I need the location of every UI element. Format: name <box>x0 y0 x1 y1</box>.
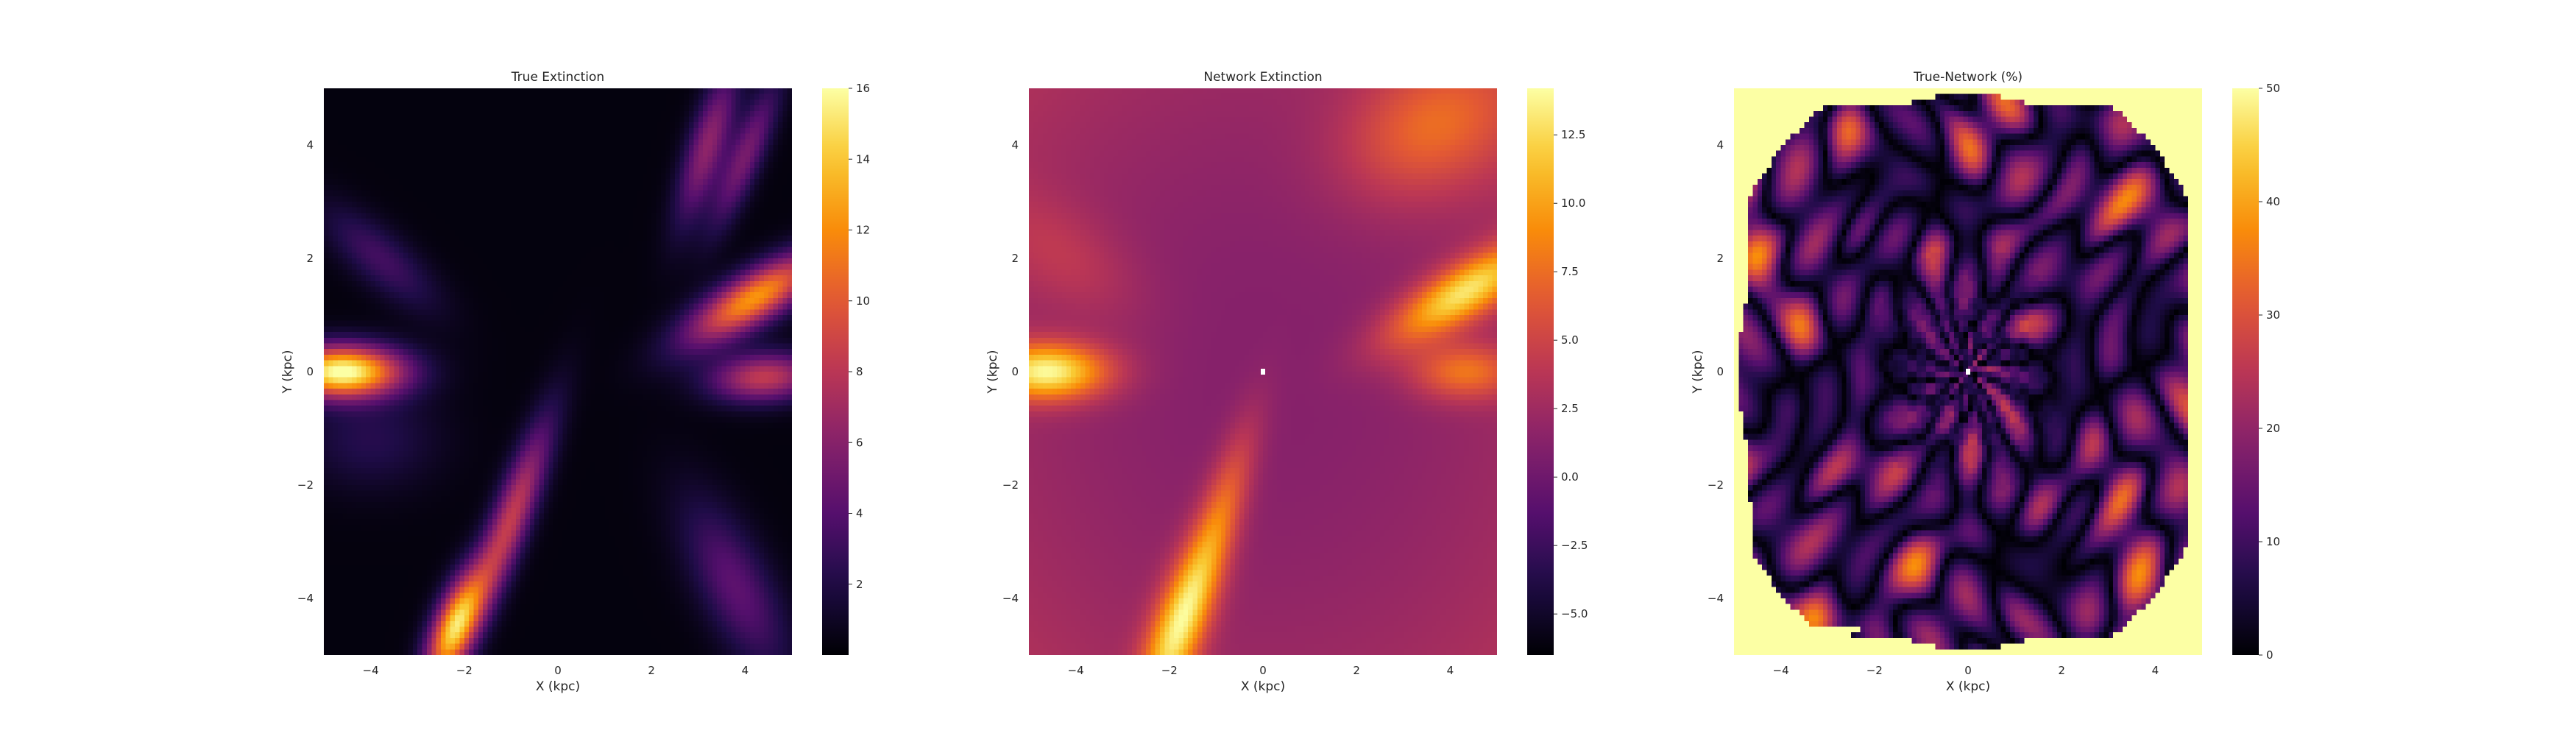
x-axis-label: X (kpc) <box>1241 679 1285 694</box>
y-tick-label: 2 <box>306 252 314 265</box>
heatmap-image <box>324 88 792 655</box>
colorbar-tick-label: 16 <box>856 82 870 95</box>
x-axis-label: X (kpc) <box>1946 679 1990 694</box>
colorbar-tick-label: 10 <box>2266 535 2280 548</box>
panel-title: Network Extinction <box>1203 70 1322 85</box>
y-tick-label: 4 <box>1011 138 1019 152</box>
heatmap-panel-1: True Extinction −4 −2 0 2 4 −4 −2 0 2 4 X (kpc) Y (k… <box>280 70 870 694</box>
y-axis-label: Y (kpc) <box>280 350 295 394</box>
y-tick-label: 4 <box>306 138 314 152</box>
colorbar-tick-label: 0 <box>2266 648 2274 662</box>
colorbar-tick-label: 2.5 <box>1561 402 1579 415</box>
x-tick-label: 4 <box>1447 664 1454 677</box>
y-tick-label: 0 <box>1716 365 1724 378</box>
y-tick-label: −4 <box>1708 592 1724 605</box>
x-tick-label: −2 <box>1161 664 1178 677</box>
colorbar-tick-label: 40 <box>2266 195 2280 208</box>
colorbar-tick-label: 8 <box>856 365 863 378</box>
y-tick-label: 2 <box>1011 252 1019 265</box>
x-tick-label: −4 <box>363 664 379 677</box>
x-tick-label: −2 <box>456 664 473 677</box>
colorbar-tick-label: 20 <box>2266 422 2280 435</box>
panel-title: True Extinction <box>511 70 604 85</box>
x-tick-label: 0 <box>554 664 562 677</box>
y-tick-label: −2 <box>297 478 314 492</box>
colorbar-tick-label: 10.0 <box>1561 197 1585 210</box>
y-tick-label: 2 <box>1716 252 1724 265</box>
y-tick-label: 0 <box>1011 365 1019 378</box>
y-tick-label: 0 <box>306 365 314 378</box>
panel-title: True-Network (%) <box>1913 70 2023 85</box>
x-tick-label: 0 <box>1259 664 1267 677</box>
masked-cell <box>1966 369 1970 375</box>
y-axis-label: Y (kpc) <box>986 350 1000 394</box>
y-axis-label: Y (kpc) <box>1691 350 1705 394</box>
x-tick-label: −4 <box>1773 664 1789 677</box>
colorbar-tick-label: 12.5 <box>1561 128 1585 141</box>
x-tick-label: 4 <box>742 664 749 677</box>
x-tick-label: −4 <box>1068 664 1084 677</box>
y-tick-label: 4 <box>1716 138 1724 152</box>
colorbar-tick-label: 5.0 <box>1561 333 1579 347</box>
y-tick-label: −2 <box>1002 478 1019 492</box>
colorbar-tick-label: 14 <box>856 152 870 166</box>
y-tick-label: −4 <box>297 592 314 605</box>
x-tick-label: 0 <box>1964 664 1972 677</box>
colorbar-tick-label: 30 <box>2266 308 2280 322</box>
x-tick-label: −2 <box>1866 664 1883 677</box>
y-tick-label: −4 <box>1002 592 1019 605</box>
colorbar-tick-label: 10 <box>856 294 870 308</box>
heatmap-panel-2: Network Extinction −4 −2 0 2 4 −4 −2 0 2 4 X (kpc) Y… <box>986 70 1588 694</box>
colorbar-tick-label: 4 <box>856 507 863 520</box>
colorbar-tick-label: 12 <box>856 224 870 237</box>
colorbar-tick-label: 7.5 <box>1561 265 1579 278</box>
x-tick-label: 4 <box>2152 664 2159 677</box>
colorbar-tick-label: −2.5 <box>1561 539 1588 552</box>
colorbar-tick-label: −5.0 <box>1561 607 1588 620</box>
y-tick-label: −2 <box>1708 478 1724 492</box>
colorbar <box>1527 88 1554 655</box>
x-axis-label: X (kpc) <box>536 679 580 694</box>
x-tick-label: 2 <box>648 664 655 677</box>
colorbar-tick-label: 2 <box>856 578 863 591</box>
colorbar <box>2232 88 2259 655</box>
heatmap-panel-3: True-Network (%) −4 −2 0 2 4 −4 −2 0 2 4 X (kpc) Y (… <box>1691 70 2280 694</box>
x-tick-label: 2 <box>1353 664 1360 677</box>
x-tick-label: 2 <box>2058 664 2065 677</box>
colorbar-tick-label: 6 <box>856 436 863 449</box>
colorbar <box>822 88 849 655</box>
masked-cell <box>1261 369 1265 375</box>
colorbar-tick-label: 50 <box>2266 82 2280 95</box>
colorbar-tick-label: 0.0 <box>1561 470 1579 484</box>
